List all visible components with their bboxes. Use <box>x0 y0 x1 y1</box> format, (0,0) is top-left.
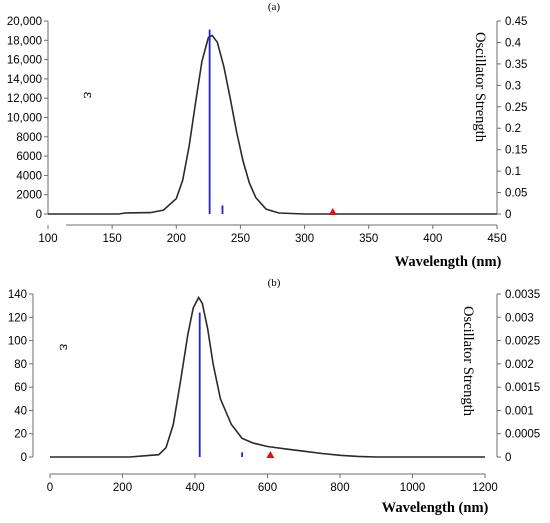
panel-a-x-tick-label: 450 <box>487 233 506 245</box>
panel-b-absorption-curve <box>50 295 485 458</box>
panel-b-y-left-tick-label: 40 <box>14 405 27 417</box>
panel-b-y-right-tick-label: 0.002 <box>505 359 534 371</box>
panel-a-y-left-tick-label: 16,000 <box>7 55 42 67</box>
panel-a-y-left-tick-label: 8000 <box>16 132 42 144</box>
panel-a-y-left-tick-label: 0 <box>36 209 42 221</box>
panel-a-x-label: Wavelength (nm) <box>395 254 502 270</box>
panel-b-x-label: Wavelength (nm) <box>382 500 489 516</box>
panel-b-y-right-tick-label: 0.0005 <box>505 429 540 441</box>
panel-b-y-right-tick-label: 0 <box>505 452 511 464</box>
panel-a-y-left-tick-label: 12,000 <box>7 93 42 105</box>
panel-b-x-tick-label: 1200 <box>472 482 498 494</box>
panel-a-y-right-tick-label: 0.3 <box>505 80 521 92</box>
panel-b-x-tick-label: 200 <box>113 482 132 494</box>
panel-a-y-left-tick-label: 6000 <box>16 151 42 163</box>
panel-b-y-left-tick-label: 80 <box>14 359 27 371</box>
panel-a-x-tick-label: 150 <box>103 233 122 245</box>
panel-a-y-left-tick-label: 4000 <box>16 170 42 182</box>
panel-b-transition-marker <box>266 451 275 458</box>
panel-b-y-left-tick-label: 100 <box>8 336 27 348</box>
panel-a-x-tick-label: 200 <box>167 233 186 245</box>
panel-b-x-tick-label: 400 <box>185 482 204 494</box>
panel-a-y-right-tick-label: 0.2 <box>505 123 521 135</box>
panel-b-y-right-tick-label: 0.0015 <box>505 382 540 394</box>
panel-b-y-right-tick-label: 0.0025 <box>505 336 540 348</box>
panel-a-y-right-tick-label: 0.15 <box>505 145 527 157</box>
panel-b-y-left-tick-label: 60 <box>14 382 27 394</box>
panel-a-x-tick-label: 300 <box>295 233 314 245</box>
panel-a-plot: 0200040006000800010,00012,00014,00016,00… <box>7 16 528 245</box>
panel-b-x-tick-label: 1000 <box>400 482 426 494</box>
panel-a-y-left-tick-label: 2000 <box>16 190 42 202</box>
panel-a-y-right-tick-label: 0.1 <box>505 166 521 178</box>
panel-a-x-tick-label: 100 <box>38 233 57 245</box>
panel-b-y-left-tick-label: 120 <box>8 312 27 324</box>
panel-b-y-left-tick-label: 140 <box>8 289 27 301</box>
panel-a-x-tick-label: 250 <box>231 233 250 245</box>
panel-b: (b) ε Oscillator Strength Wavelength (nm… <box>8 277 540 516</box>
panel-b-x-tick-label: 800 <box>330 482 349 494</box>
panel-b-x-tick-label: 0 <box>47 482 53 494</box>
panel-b-y-left-tick-label: 0 <box>21 452 27 464</box>
panel-a-y-left-label: ε <box>80 92 95 99</box>
panel-b-label: (b) <box>268 277 281 289</box>
panel-b-x-tick-label: 600 <box>258 482 277 494</box>
panel-a-absorption-curve <box>48 34 497 215</box>
panel-a-y-left-tick-label: 10,000 <box>7 113 42 125</box>
panel-b-y-left-label: ε <box>56 344 71 351</box>
panel-a-x-tick-label: 350 <box>359 233 378 245</box>
panel-a-y-right-tick-label: 0.4 <box>505 37 522 49</box>
panel-a-y-left-tick-label: 20,000 <box>7 16 42 28</box>
panel-a-y-right-tick-label: 0.05 <box>505 188 527 200</box>
panel-a-y-right-tick-label: 0.45 <box>505 16 527 28</box>
panel-a-x-tick-label: 400 <box>423 233 442 245</box>
panel-b-y-right-tick-label: 0.003 <box>505 312 534 324</box>
panel-a-y-left-tick-label: 14,000 <box>7 74 42 86</box>
panel-b-y-right-label: Oscillator Strength <box>460 306 476 417</box>
panel-a: (a) ε Oscillator Strength Wavelength (nm… <box>7 1 528 270</box>
panel-a-y-right-tick-label: 0.25 <box>505 102 527 114</box>
panel-a-y-left-tick-label: 18,000 <box>7 35 42 47</box>
panel-b-y-right-tick-label: 0.001 <box>505 405 534 417</box>
panel-a-label: (a) <box>268 1 281 13</box>
panel-b-y-right-tick-label: 0.0035 <box>505 289 540 301</box>
panel-a-y-right-tick-label: 0.35 <box>505 59 527 71</box>
panel-a-transition-marker <box>328 208 337 215</box>
panel-a-y-right-label: Oscillator Strength <box>472 32 488 143</box>
panel-a-y-right-tick-label: 0 <box>505 209 511 221</box>
panel-b-y-left-tick-label: 20 <box>14 429 27 441</box>
panel-b-plot: 0 20 40 60 80 100 120 140 0 0.0005 0.001 0.0015 0.00… <box>8 289 540 494</box>
